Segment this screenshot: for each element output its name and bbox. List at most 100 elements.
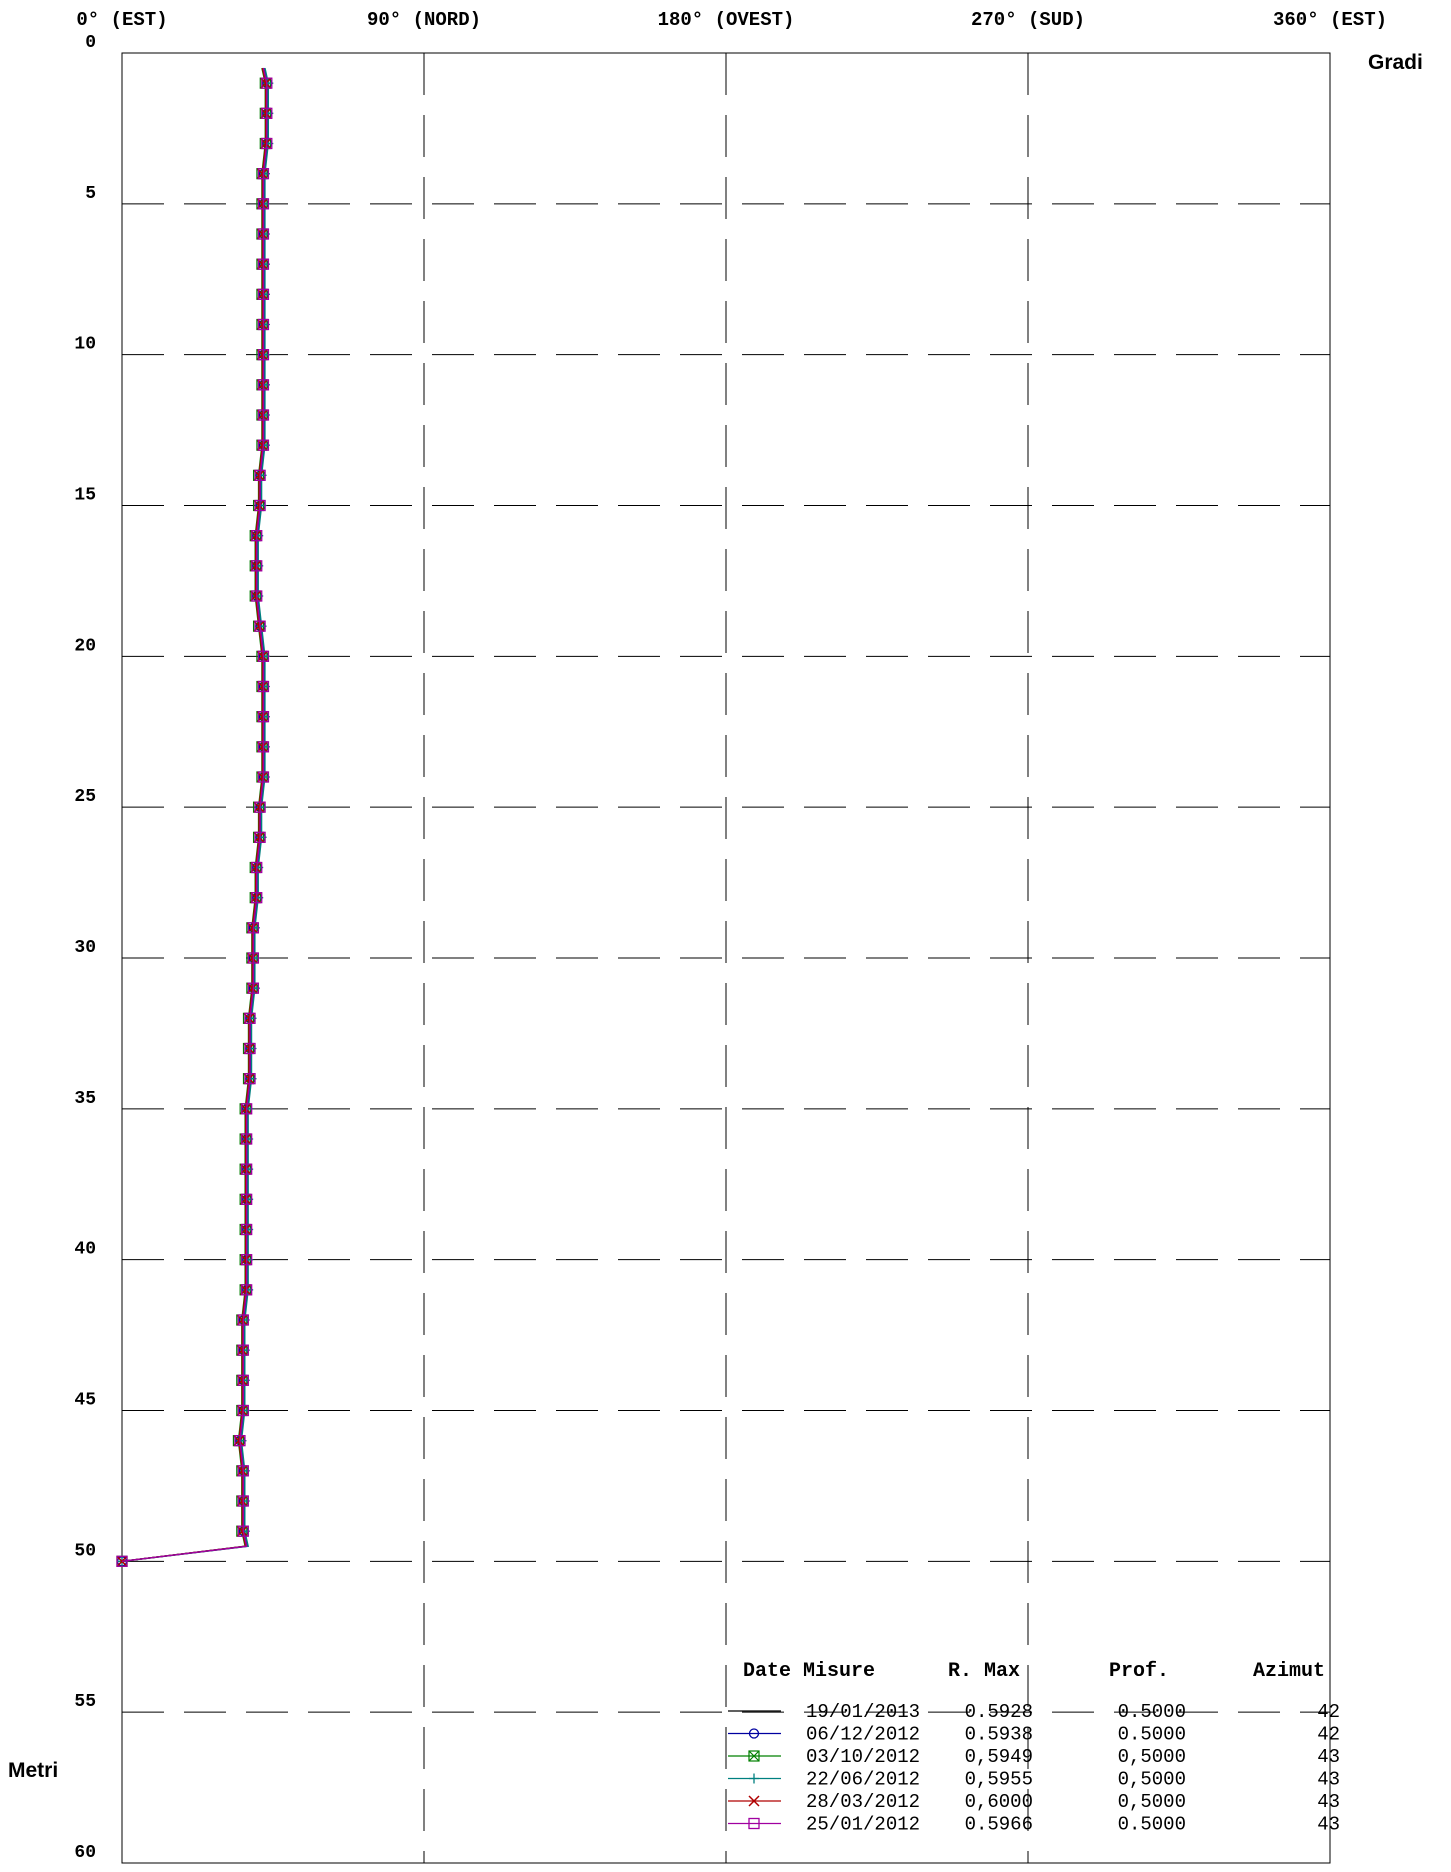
marker-x <box>250 530 262 542</box>
marker-x <box>256 288 268 300</box>
marker-x <box>256 318 268 331</box>
marker-x <box>240 1163 252 1175</box>
y-tick-labels: 0 5 10 15 20 25 30 35 40 45 50 55 60 <box>74 33 96 1863</box>
marker-square <box>237 1495 249 1507</box>
legend-prof: 0.5000 <box>1118 1814 1186 1836</box>
marker-x <box>240 1103 252 1115</box>
legend-rmax: 0.5938 <box>965 1724 1033 1746</box>
marker-box <box>748 1750 760 1762</box>
marker-square <box>257 318 270 331</box>
marker-square <box>261 137 273 150</box>
marker-square <box>254 469 266 481</box>
marker-square <box>254 620 266 632</box>
marker-square <box>241 1284 253 1296</box>
marker-x <box>246 952 258 964</box>
marker-x <box>256 258 268 270</box>
marker-square <box>257 680 270 693</box>
legend-azimut: 43 <box>1317 1769 1340 1791</box>
marker-square <box>241 1163 253 1175</box>
marker-square <box>261 77 273 89</box>
marker-x <box>253 620 265 632</box>
legend-rmax: 0.5966 <box>965 1814 1033 1836</box>
marker-square <box>116 1555 128 1567</box>
series-group <box>116 67 274 1567</box>
marker-square <box>247 982 260 994</box>
marker-square <box>234 1435 246 1447</box>
marker-square <box>257 650 270 662</box>
marker-square <box>254 499 266 512</box>
marker-x <box>260 137 272 150</box>
marker-x <box>256 168 268 180</box>
series-28-03-2012 <box>116 67 272 1567</box>
marker-square <box>257 741 270 753</box>
marker-x <box>256 771 268 783</box>
x-tick-label: 0° (EST) <box>76 9 167 31</box>
legend-rmax: 0,6000 <box>965 1791 1033 1813</box>
marker-square <box>251 892 263 904</box>
marker-square <box>237 1465 249 1477</box>
y-tick-label: 30 <box>74 938 96 958</box>
x-tick-label: 180° (OVEST) <box>658 9 795 31</box>
marker-square <box>237 1374 249 1386</box>
marker-square <box>261 107 273 119</box>
marker-square <box>241 1254 253 1266</box>
legend-date: 19/01/2013 <box>806 1701 920 1723</box>
x-axis-label: Gradi <box>1368 51 1423 74</box>
legend-prof: 0,5000 <box>1118 1769 1186 1791</box>
legend-azimut: 43 <box>1317 1814 1340 1836</box>
y-tick-label: 55 <box>74 1692 96 1712</box>
marker-square <box>257 168 270 180</box>
marker-x <box>240 1133 252 1145</box>
legend-header-prof: Prof. <box>1109 1660 1169 1683</box>
legend-header-date: Date Misure <box>743 1660 875 1683</box>
x-tick-label: 90° (NORD) <box>367 9 481 31</box>
marker-x <box>236 1495 248 1507</box>
series-06-12-2012 <box>116 67 273 1567</box>
marker-x <box>236 1465 248 1477</box>
marker-square <box>237 1314 249 1326</box>
legend-header-azimut: Azimut <box>1253 1660 1325 1683</box>
marker-x <box>240 1254 252 1266</box>
marker-x <box>246 982 258 994</box>
y-tick-label: 25 <box>74 787 96 807</box>
legend-date: 06/12/2012 <box>806 1724 920 1746</box>
legend-prof: 0,5000 <box>1118 1791 1186 1813</box>
marker-square <box>237 1344 249 1356</box>
marker-x <box>236 1374 248 1386</box>
series-03-10-2012 <box>116 67 271 1567</box>
marker-square <box>247 922 260 934</box>
legend-rmax: 0,5949 <box>965 1746 1033 1768</box>
legend-prof: 0,5000 <box>1118 1746 1186 1768</box>
marker-square <box>257 288 270 300</box>
marker-square <box>254 831 266 843</box>
marker-x <box>250 590 262 602</box>
legend-azimut: 42 <box>1317 1724 1340 1746</box>
legend-date: 25/01/2012 <box>806 1814 920 1836</box>
chart-grid <box>122 53 1330 1863</box>
marker-x <box>250 861 262 874</box>
series-line <box>121 67 267 1563</box>
legend-azimut: 42 <box>1317 1701 1340 1723</box>
marker-square <box>244 1073 256 1085</box>
marker-x <box>240 1223 252 1236</box>
y-tick-label: 45 <box>74 1391 96 1411</box>
marker-x <box>256 349 268 361</box>
marker-x <box>256 680 268 693</box>
marker-square <box>257 771 270 783</box>
legend-prof: 0.5000 <box>1118 1701 1186 1723</box>
series-22-06-2012 <box>117 67 274 1567</box>
marker-square <box>251 530 263 542</box>
marker-x <box>236 1314 248 1326</box>
marker-square <box>748 1817 760 1830</box>
legend: Date Misure R. Max Prof. Azimut 19/01/2013 0.… <box>728 1660 1340 1836</box>
marker-square <box>257 198 270 210</box>
marker-square <box>257 349 270 361</box>
marker-square <box>257 439 270 451</box>
marker-x <box>253 801 265 813</box>
legend-azimut: 43 <box>1317 1746 1340 1768</box>
marker-square <box>251 590 263 602</box>
legend-date: 28/03/2012 <box>806 1791 920 1813</box>
marker-x <box>256 409 268 421</box>
marker-x <box>253 499 265 512</box>
marker-square <box>241 1133 253 1145</box>
